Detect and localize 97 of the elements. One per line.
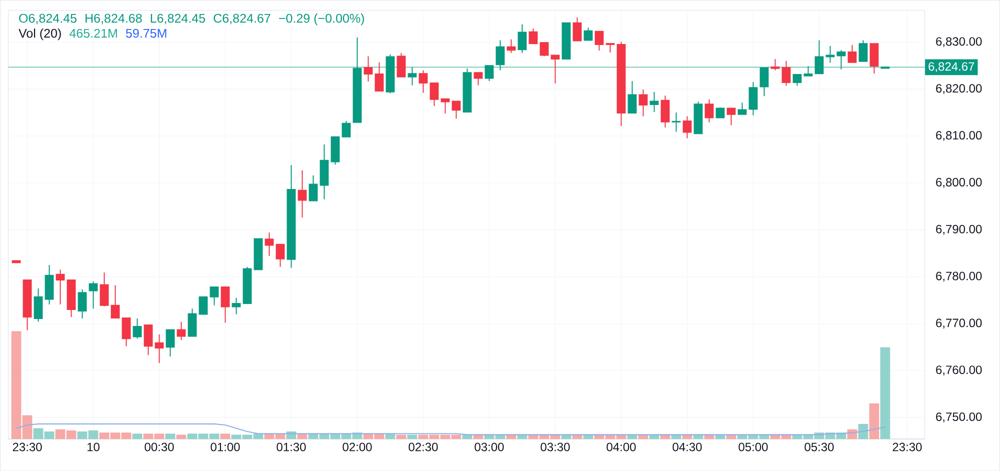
candlestick [452,100,461,119]
candlestick [858,40,868,62]
candlestick [650,91,659,112]
candlestick [792,74,802,86]
candlestick [660,95,670,128]
y-tick-label: 6,760.00 [936,365,982,376]
candlestick [638,88,648,117]
bar [858,424,868,439]
y-tick-label: 6,820.00 [936,84,982,94]
x-tick-label: 05:00 [738,442,768,452]
candlestick [364,56,373,82]
candlestick [220,286,230,324]
candlestick [232,297,241,315]
candlestick [122,317,131,347]
y-tick-label: 6,750.00 [936,412,982,422]
ref-line-label: 6,824.67 [928,62,974,72]
candlestick [308,174,318,202]
candlestick [540,42,549,57]
x-tick-label: 03:00 [474,442,504,452]
bar [132,433,142,439]
candlestick [474,72,483,86]
candlestick [672,112,681,132]
candlestick [628,80,637,114]
candlestick [110,284,120,318]
bar [165,433,176,439]
candlestick [748,81,758,116]
bar [220,433,230,439]
candlestick [198,296,208,315]
bar [869,403,880,439]
candlestick [298,170,307,218]
y-tick-label: 6,800.00 [936,178,982,188]
candlestick [176,321,186,340]
candlestick [342,120,351,138]
candlestick [374,62,384,92]
candlestick [88,280,98,309]
candlestick [770,58,780,71]
candlestick [528,28,538,44]
candlestick [870,42,879,74]
candlestick [430,82,439,106]
candlestick [396,52,406,78]
y-tick-label: 6,810.00 [936,130,982,141]
candlestick [132,318,142,339]
candlestick [518,24,527,54]
x-tick-label: 05:30 [804,442,834,452]
x-tick-label: 01:00 [210,442,240,452]
bar [880,347,890,439]
bar [396,434,406,439]
candlestick [56,269,65,305]
x-tick-label: 02:00 [342,442,372,452]
y-tick-label: 6,780.00 [936,272,982,282]
candlestick [848,44,857,63]
annotation: Vol (20) [18,28,61,40]
y-tick-label: 6,770.00 [936,318,982,328]
candlestick [782,60,791,86]
candlestick [418,70,428,94]
annotation: H6,824.68 [86,14,142,24]
candlestick [726,108,736,126]
candlestick [44,264,54,305]
candlestick [264,232,274,256]
candlestick [78,288,87,319]
annotation: −0.29 (−0.00%) [279,13,364,26]
x-tick-label: 23:30 [892,442,922,452]
candlestick [34,288,43,322]
candlestick [276,244,285,268]
y-tick-label: 6,790.00 [936,224,982,235]
candlestick [550,54,560,84]
x-tick-label: 04:30 [672,442,702,452]
annotation: 465.21M [70,28,117,38]
candlestick [188,308,197,337]
candlestick [738,102,747,115]
candlestick [154,334,164,364]
x-tick-label: 02:30 [408,442,438,452]
x-tick-label: 00:30 [144,442,174,452]
candlestick [144,324,153,356]
candlestick [584,26,593,41]
candlestick [572,16,582,42]
x-tick-label: 01:30 [276,442,306,452]
bar [407,434,418,439]
bar [176,434,186,439]
x-tick-label: 04:00 [606,442,636,452]
candlestick [506,38,516,54]
candlestick [682,116,692,139]
x-tick-label: 03:30 [540,442,570,452]
candlestick [704,98,714,123]
candlestick [716,106,725,118]
candlestick [210,286,219,306]
annotation: C6,824.67 [214,14,270,24]
annotation: 59.75M [126,28,166,38]
x-tick-label: 23:30 [12,442,42,452]
y-tick-label: 6,830.00 [936,37,982,47]
candlestick [166,329,175,357]
annotation: O6,824.45 [19,14,76,24]
x-tick-label: 10 [88,442,100,452]
annotation: L6,824.45 [150,14,206,24]
candlestick [100,272,109,307]
candlestick [440,98,450,114]
candlestick [594,30,604,51]
